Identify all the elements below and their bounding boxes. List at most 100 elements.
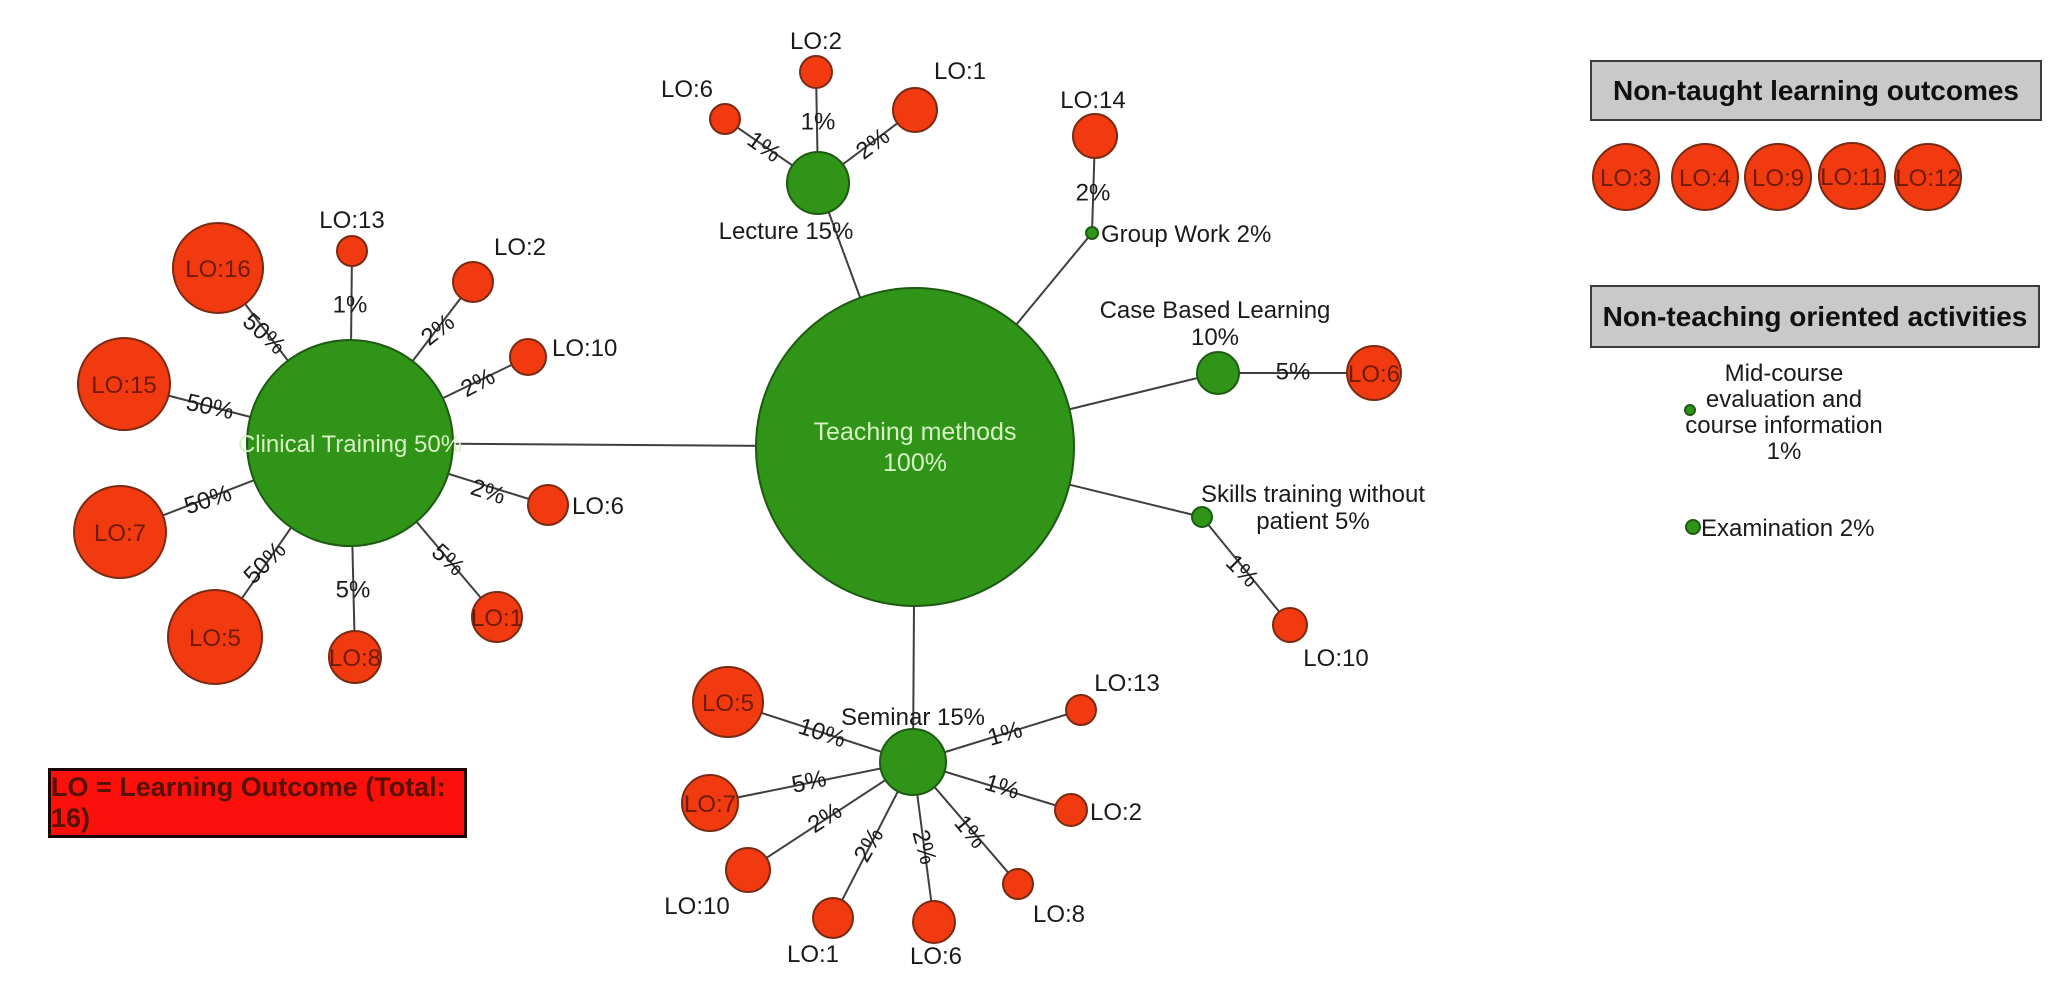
node-clinical-training bbox=[246, 339, 454, 547]
node-casebased-lo6 bbox=[1346, 345, 1402, 401]
node-label-case-based-learning: 10% bbox=[1191, 324, 1239, 351]
node-clinical-lo5 bbox=[167, 589, 263, 685]
lo-legend-text: LO = Learning Outcome (Total: 16) bbox=[51, 772, 446, 833]
node-seminar-lo13 bbox=[1065, 694, 1097, 726]
node-label-case-based-learning: Case Based Learning bbox=[1100, 297, 1331, 324]
node-examination-dot bbox=[1685, 519, 1701, 535]
edge-percent-label: 2% bbox=[467, 474, 508, 510]
node-label-clinical-lo5: LO:5 bbox=[189, 625, 241, 652]
edge-percent-label: 50% bbox=[238, 536, 291, 589]
edge-percent-label: 5% bbox=[336, 577, 371, 604]
node-label-nontaught-lo3: LO:3 bbox=[1600, 165, 1652, 192]
node-seminar-lo2 bbox=[1054, 793, 1088, 827]
node-label-lecture-lo1: LO:1 bbox=[934, 58, 986, 85]
node-nontaught-lo9 bbox=[1744, 143, 1812, 211]
node-label-seminar: Seminar 15% bbox=[841, 704, 985, 731]
node-clinical-lo1 bbox=[471, 591, 523, 643]
node-seminar-lo5 bbox=[692, 666, 764, 738]
node-label-clinical-lo1: LO:1 bbox=[471, 605, 523, 632]
node-seminar-lo8 bbox=[1002, 868, 1034, 900]
node-seminar-lo10 bbox=[725, 847, 771, 893]
node-label-clinical-lo6: LO:6 bbox=[572, 493, 624, 520]
edge-percent-label: 2% bbox=[456, 363, 499, 403]
node-label-clinical-lo2: LO:2 bbox=[494, 234, 546, 261]
node-label-seminar-lo7: LO:7 bbox=[684, 791, 736, 818]
node-label-nontaught-lo4: LO:4 bbox=[1679, 165, 1731, 192]
node-label-mid-course-dot: course information bbox=[1685, 412, 1882, 439]
node-group-work bbox=[1085, 226, 1099, 240]
node-label-nontaught-lo9: LO:9 bbox=[1752, 165, 1804, 192]
edge-percent-label: 5% bbox=[426, 538, 470, 581]
node-teaching-methods bbox=[755, 287, 1075, 607]
edge-percent-label: 1% bbox=[742, 126, 786, 168]
node-label-teaching-methods: Teaching methods bbox=[814, 418, 1017, 446]
node-label-groupwork-lo14: LO:14 bbox=[1060, 87, 1125, 114]
non-teaching-activities-header: Non-teaching oriented activities bbox=[1590, 285, 2040, 348]
edge-percent-label: 1% bbox=[981, 769, 1022, 805]
node-seminar-lo1 bbox=[812, 897, 854, 939]
node-label-lecture-lo2: LO:2 bbox=[790, 28, 842, 55]
edge-percent-label: 2% bbox=[906, 827, 941, 867]
node-label-mid-course-dot: 1% bbox=[1767, 438, 1802, 465]
edge-percent-label: 2% bbox=[1076, 180, 1111, 207]
edge-percent-label: 5% bbox=[1276, 359, 1311, 386]
node-label-seminar-lo5: LO:5 bbox=[702, 690, 754, 717]
node-case-based-learning bbox=[1196, 351, 1240, 395]
node-seminar-lo6 bbox=[912, 900, 956, 944]
node-lecture-lo6 bbox=[709, 103, 741, 135]
node-label-examination-dot: Examination 2% bbox=[1701, 515, 1874, 542]
node-label-teaching-methods: 100% bbox=[883, 449, 947, 477]
node-label-group-work: Group Work 2% bbox=[1101, 221, 1271, 248]
node-nontaught-lo12 bbox=[1894, 143, 1962, 211]
node-label-seminar-lo10: LO:10 bbox=[664, 893, 729, 920]
edge-percent-label: 2% bbox=[849, 823, 890, 867]
edge-percent-label: 1% bbox=[949, 810, 992, 854]
node-label-mid-course-dot: evaluation and bbox=[1706, 386, 1862, 413]
node-label-nontaught-lo11: LO:11 bbox=[1820, 164, 1884, 191]
node-lecture bbox=[786, 151, 850, 215]
node-skills-training bbox=[1191, 506, 1213, 528]
node-lecture-lo1 bbox=[892, 87, 938, 133]
node-label-clinical-training: Clinical Training 50% bbox=[238, 431, 462, 458]
node-clinical-lo8 bbox=[328, 630, 382, 684]
node-clinical-lo7 bbox=[73, 485, 167, 579]
edge-percent-label: 50% bbox=[237, 308, 291, 360]
node-nontaught-lo4 bbox=[1671, 143, 1739, 211]
node-label-clinical-lo15: LO:15 bbox=[91, 372, 156, 399]
node-lecture-lo2 bbox=[799, 55, 833, 89]
node-label-casebased-lo6: LO:6 bbox=[1348, 361, 1400, 388]
node-label-lecture: Lecture 15% bbox=[719, 218, 854, 245]
edge-percent-label: 2% bbox=[416, 309, 460, 352]
edge-percent-label: 50% bbox=[181, 480, 235, 521]
node-label-skills-training: Skills training without bbox=[1201, 481, 1425, 508]
node-label-lecture-lo6: LO:6 bbox=[661, 76, 713, 103]
node-label-seminar-lo2: LO:2 bbox=[1090, 799, 1142, 826]
node-clinical-lo10 bbox=[509, 338, 547, 376]
node-seminar bbox=[879, 728, 947, 796]
edge-percent-label: 1% bbox=[985, 716, 1026, 752]
non-taught-outcomes-title: Non-taught learning outcomes bbox=[1613, 74, 2019, 106]
node-clinical-lo16 bbox=[172, 222, 264, 314]
diagram-edge bbox=[709, 761, 914, 804]
node-label-clinical-lo13: LO:13 bbox=[319, 207, 384, 234]
node-label-seminar-lo13: LO:13 bbox=[1094, 670, 1159, 697]
node-nontaught-lo11 bbox=[1818, 142, 1886, 210]
node-seminar-lo7 bbox=[681, 774, 739, 832]
edge-percent-label: 50% bbox=[184, 389, 237, 425]
edge-percent-label: 2% bbox=[803, 797, 847, 839]
node-label-clinical-lo16: LO:16 bbox=[185, 256, 250, 283]
node-label-seminar-lo6: LO:6 bbox=[910, 943, 962, 970]
node-clinical-lo6 bbox=[527, 484, 569, 526]
node-clinical-lo13 bbox=[336, 235, 368, 267]
node-clinical-lo15 bbox=[77, 337, 171, 431]
node-groupwork-lo14 bbox=[1072, 113, 1118, 159]
node-label-mid-course-dot: Mid-course bbox=[1725, 360, 1844, 387]
node-mid-course-dot bbox=[1684, 404, 1696, 416]
node-clinical-lo2 bbox=[452, 261, 494, 303]
node-label-clinical-lo7: LO:7 bbox=[94, 520, 146, 547]
node-label-seminar-lo8: LO:8 bbox=[1033, 901, 1085, 928]
diagram-edge bbox=[1201, 516, 1291, 626]
node-skills-lo10 bbox=[1272, 607, 1308, 643]
